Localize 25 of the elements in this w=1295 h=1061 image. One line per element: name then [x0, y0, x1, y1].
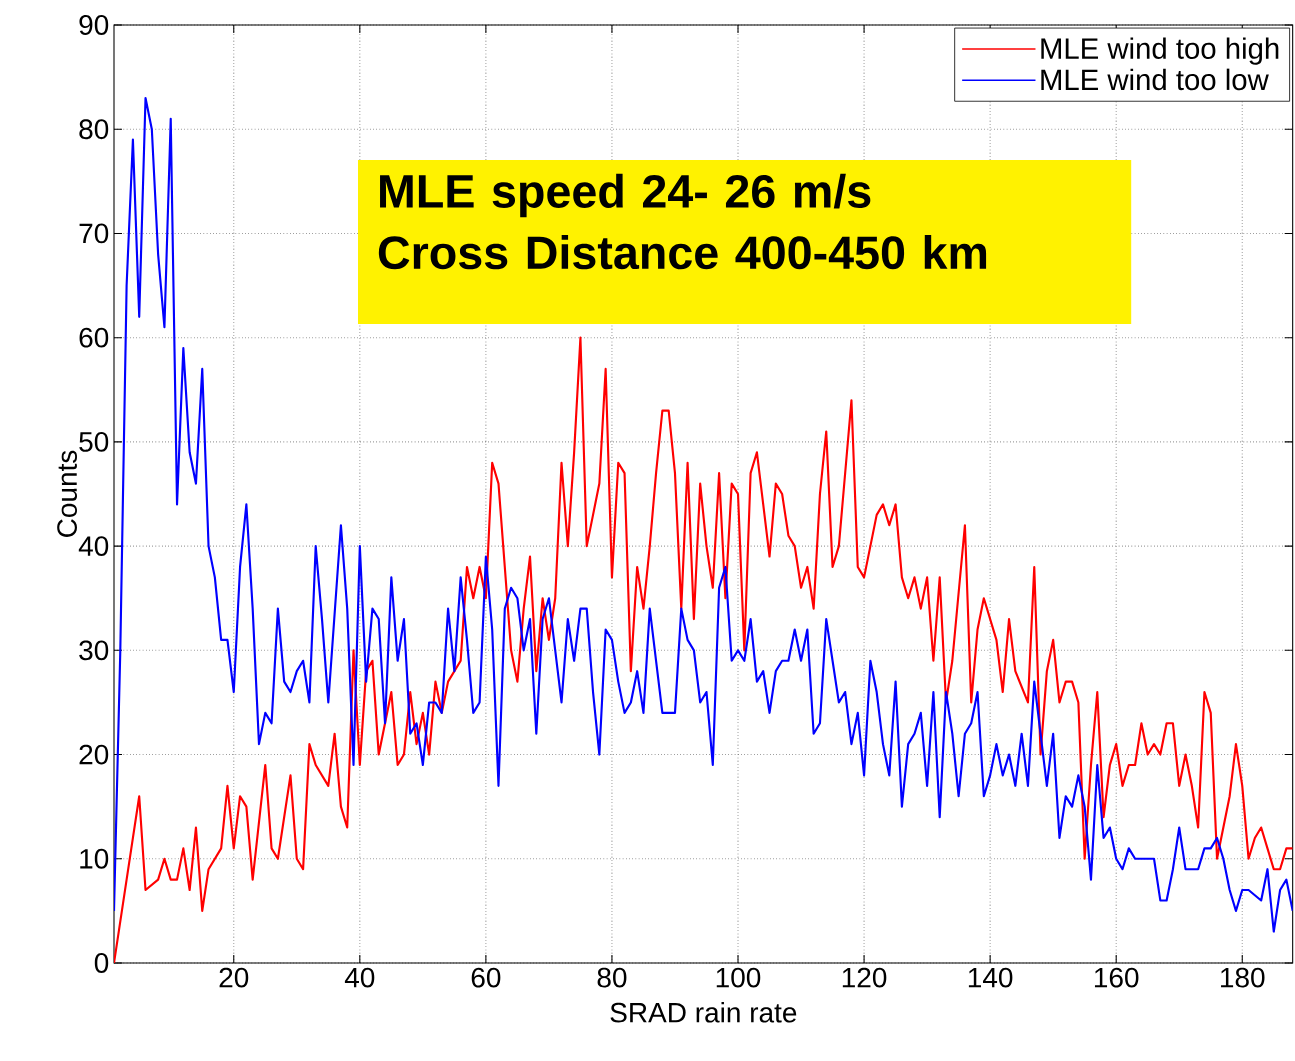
annotation: MLE speed 24- 26 m/s: [380, 173, 871, 218]
x-tick-label: 60: [471, 967, 501, 988]
y-tick-label: 70: [79, 223, 109, 244]
y-axis-title: Counts: [57, 450, 77, 537]
x-tick-label: 40: [344, 967, 375, 988]
x-tick-label: 160: [1094, 967, 1139, 988]
annotation: Cross Distance 400-450 km: [378, 234, 987, 270]
y-tick-label: 60: [79, 327, 109, 348]
x-tick-label: 20: [219, 967, 249, 988]
y-tick-label: 40: [78, 536, 109, 557]
x-tick-label: 80: [597, 967, 627, 988]
x-tick-label: 120: [842, 967, 887, 988]
y-tick-label: 90: [79, 15, 109, 35]
y-tick-label: 0: [94, 953, 109, 973]
y-tick-label: 20: [79, 744, 109, 765]
y-tick-label: 10: [80, 848, 109, 869]
x-tick-label: 140: [968, 967, 1013, 988]
x-axis-title: SRAD rain rate: [610, 1002, 797, 1023]
x-tick-label: 180: [1221, 967, 1265, 988]
x-tick-label: 100: [716, 967, 761, 988]
legend-label: MLE wind too high: [1041, 37, 1279, 65]
y-tick-label: 80: [79, 119, 109, 140]
y-tick-label: 30: [79, 640, 109, 661]
y-tick-label: 50: [79, 431, 109, 452]
legend-label: MLE wind too low: [1041, 68, 1269, 91]
